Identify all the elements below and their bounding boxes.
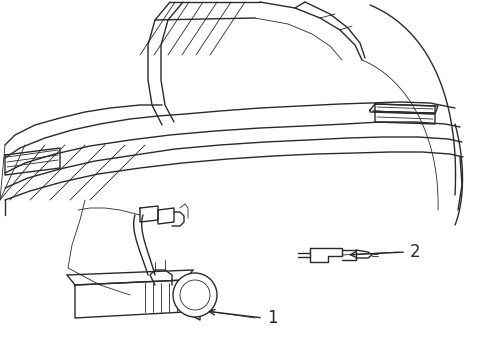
Text: 2: 2 <box>410 243 420 261</box>
Circle shape <box>173 273 217 317</box>
Text: 1: 1 <box>267 309 278 327</box>
